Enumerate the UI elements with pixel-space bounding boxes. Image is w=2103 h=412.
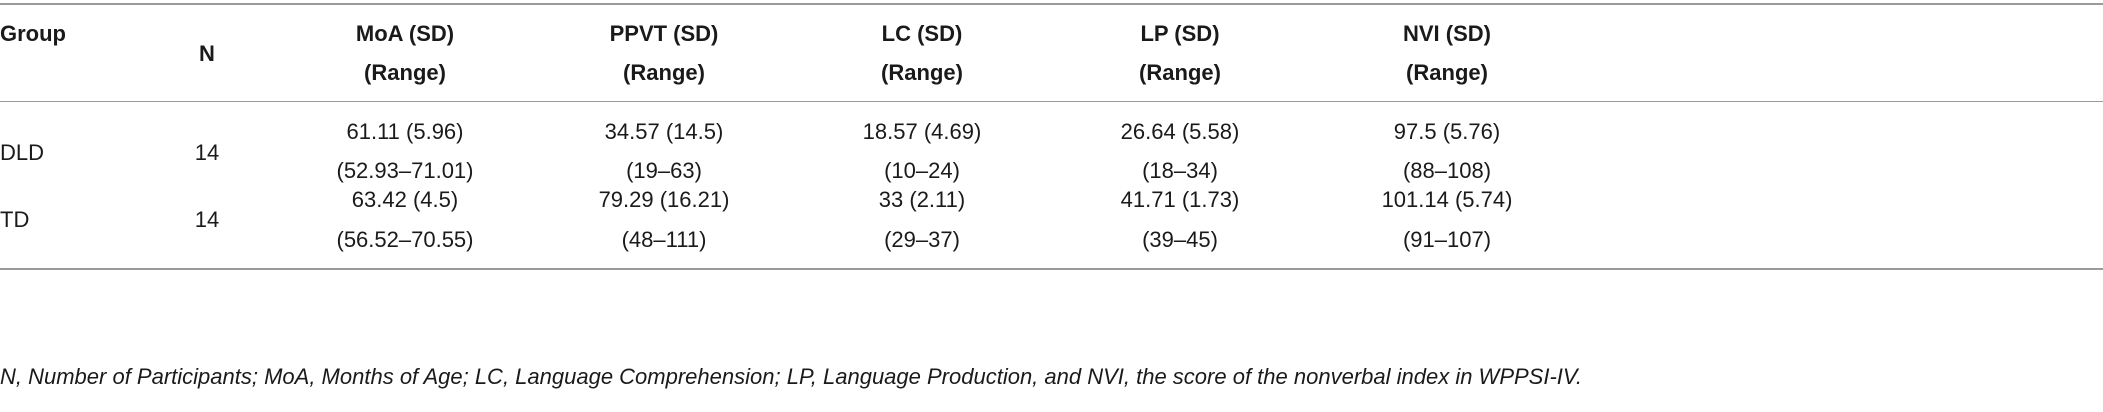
row-dld-moa-mean: 61.11 (5.96) — [346, 119, 464, 144]
row-dld-group: DLD — [0, 140, 45, 165]
row-td-moa-mean: 63.42 (4.5) — [351, 187, 459, 212]
row-td-lp-range: (39–45) — [1142, 227, 1218, 252]
row-td-ppvt-range: (48–111) — [621, 227, 707, 252]
row-dld-lp-range: (18–34) — [1142, 158, 1218, 183]
row-td-lc-mean: 33 (2.11) — [878, 187, 966, 212]
header-moa-line1: MoA (SD) — [355, 21, 455, 46]
header-n: N — [199, 41, 215, 66]
header-bottom-rule — [0, 101, 2103, 102]
header-moa-line2: (Range) — [364, 60, 446, 85]
row-dld-lc-mean: 18.57 (4.69) — [862, 119, 982, 144]
table-footnote: N, Number of Participants; MoA, Months o… — [0, 364, 1583, 389]
row-dld-nvi-range: (88–108) — [1402, 158, 1492, 183]
row-td-lp-mean: 41.71 (1.73) — [1120, 187, 1240, 212]
row-td-group: TD — [0, 207, 30, 232]
row-dld-ppvt-mean: 34.57 (14.5) — [604, 119, 724, 144]
header-ppvt-line1: PPVT (SD) — [609, 21, 719, 46]
row-dld-ppvt-range: (19–63) — [626, 158, 702, 183]
row-td-ppvt-mean: 79.29 (16.21) — [598, 187, 730, 212]
row-td-nvi-range: (91–107) — [1402, 227, 1492, 252]
row-dld-nvi-mean: 97.5 (5.76) — [1393, 119, 1501, 144]
header-nvi-line1: NVI (SD) — [1403, 21, 1491, 46]
row-dld-lp-mean: 26.64 (5.58) — [1120, 119, 1240, 144]
table-bottom-rule — [0, 268, 2103, 270]
header-ppvt-line2: (Range) — [623, 60, 705, 85]
header-lp-line2: (Range) — [1139, 60, 1221, 85]
header-group: Group — [0, 21, 66, 46]
row-td-n: 14 — [194, 207, 220, 232]
row-td-nvi-mean: 101.14 (5.74) — [1381, 187, 1513, 212]
header-lp-line1: LP (SD) — [1140, 21, 1220, 46]
row-dld-lc-range: (10–24) — [884, 158, 960, 183]
row-td-moa-range: (56.52–70.55) — [336, 227, 474, 252]
header-nvi-line2: (Range) — [1406, 60, 1488, 85]
table-top-rule — [0, 3, 2103, 5]
row-dld-moa-range: (52.93–71.01) — [336, 158, 474, 183]
row-td-lc-range: (29–37) — [884, 227, 960, 252]
header-lc-line1: LC (SD) — [881, 21, 963, 46]
row-dld-n: 14 — [194, 140, 220, 165]
header-lc-line2: (Range) — [881, 60, 963, 85]
